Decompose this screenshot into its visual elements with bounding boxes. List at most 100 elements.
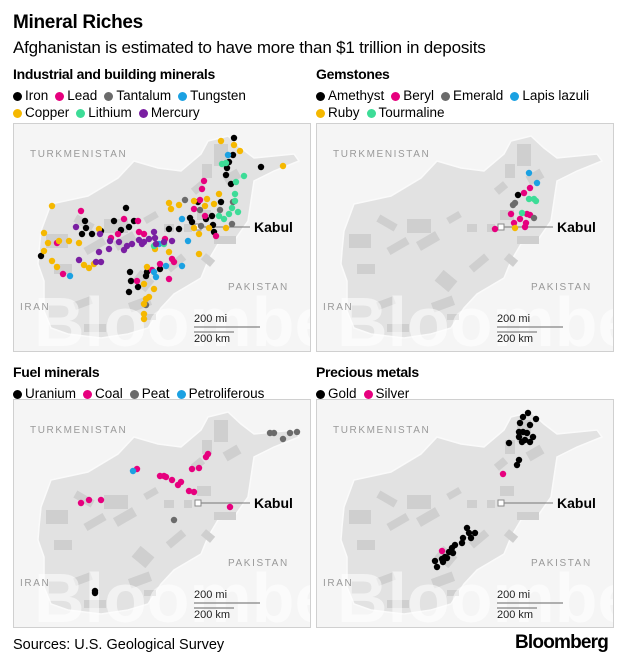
deposit-point-purple [123, 242, 131, 250]
deposit-point-yellow [190, 197, 198, 205]
deposit-point-black [526, 438, 534, 446]
deposit-point-purple [150, 228, 158, 236]
deposit-point-magenta [140, 230, 148, 238]
deposit-point-purple [152, 240, 160, 248]
deposit-point-yellow [48, 202, 56, 210]
deposit-point-green [228, 204, 236, 212]
deposit-point-purple [96, 230, 104, 238]
deposit-point-green [231, 190, 239, 198]
deposit-point-yellow [40, 247, 48, 255]
deposit-point-green [220, 215, 228, 223]
mra-area [376, 296, 396, 310]
legend-item: Tourmaline [366, 104, 445, 121]
deposit-point-blue [129, 467, 137, 475]
mra-area [517, 236, 539, 244]
deposit-point-black [78, 230, 86, 238]
mra-area [202, 164, 212, 178]
mra-area [500, 210, 514, 220]
label-kabul: Kabul [557, 219, 596, 235]
label-turkmenistan: TURKMENISTAN [333, 425, 430, 436]
mra-area [525, 168, 545, 186]
afghanistan-map: Bloomberg TURKMENISTAN PAKISTAN IRAN Kabul 20… [323, 409, 613, 627]
deposit-point-yellow [175, 201, 183, 209]
deposit-point-black [175, 225, 183, 233]
deposit-point-magenta [521, 223, 529, 231]
deposit-point-black [515, 456, 523, 464]
deposit-point-magenta [135, 228, 143, 236]
legend-dot-icon [441, 91, 451, 101]
deposit-point-magenta [212, 232, 220, 240]
legend-item: Silver [363, 385, 409, 402]
deposit-point-blue [66, 272, 74, 280]
deposit-point-black [433, 563, 441, 571]
mra-area [503, 529, 519, 543]
mra-area [430, 571, 456, 589]
deposit-point-black [515, 433, 523, 441]
label-kabul: Kabul [557, 495, 596, 511]
label-pakistan: PAKISTAN [228, 558, 289, 569]
deposit-point-black [529, 433, 537, 441]
deposit-point-black [505, 439, 513, 447]
legend-item: Tantalum [104, 87, 171, 104]
legend-item: Peat [129, 385, 170, 402]
deposit-point-purple [105, 245, 113, 253]
deposit-point-gray [170, 516, 178, 524]
deposit-point-black [230, 134, 238, 142]
deposit-point-yellow [222, 224, 230, 232]
country-outline [340, 135, 604, 339]
deposit-point-blue [184, 237, 192, 245]
mra-area [493, 457, 509, 471]
deposit-point-yellow [205, 224, 213, 232]
mra-area [184, 500, 192, 508]
legend-dot-icon [316, 91, 325, 101]
mra-area [54, 540, 72, 550]
deposit-point-magenta [516, 215, 524, 223]
deposit-point-magenta [188, 465, 196, 473]
mra-area [376, 490, 398, 508]
watermark: Bloomberg [34, 283, 311, 352]
mra-area [214, 236, 236, 244]
deposit-point-blue [178, 215, 186, 223]
deposit-point-blue [162, 262, 170, 270]
deposit-point-magenta [185, 487, 193, 495]
legend-item: Beryl [391, 87, 434, 104]
deposit-point-black [458, 539, 466, 547]
legend-label: Copper [25, 105, 70, 120]
deposit-point-green [240, 172, 248, 180]
deposit-point-black [514, 191, 522, 199]
deposit-point-blue [224, 151, 232, 159]
deposit-point-blue [525, 169, 533, 177]
mra-area [73, 572, 93, 586]
mra-area [131, 545, 155, 569]
legend-dot-icon [13, 91, 22, 101]
deposit-point-yellow [142, 295, 150, 303]
mra-area [73, 296, 93, 310]
label-iran: IRAN [20, 578, 50, 589]
mra-area [84, 600, 106, 608]
deposit-point-magenta [438, 547, 446, 555]
sources-note: Sources: U.S. Geological Survey [13, 637, 225, 653]
deposit-point-green [222, 159, 230, 167]
legend-item: Coal [83, 385, 123, 402]
deposit-point-purple [115, 238, 123, 246]
deposit-point-black [471, 529, 479, 537]
deposit-point-purple [151, 234, 159, 242]
legend-item: Petroliferous [176, 385, 264, 402]
legend-label: Mercury [150, 105, 200, 120]
mra-area [505, 164, 515, 178]
deposit-point-blue [533, 179, 541, 187]
legend-label: Beryl [403, 88, 435, 103]
mra-area [190, 181, 206, 195]
legend-dot-icon [13, 389, 22, 399]
mra-area [222, 168, 242, 186]
deposit-point-green [234, 208, 242, 216]
deposit-point-magenta [195, 464, 203, 472]
mra-area [415, 507, 441, 527]
legend-item: Uranium [13, 385, 76, 402]
afghanistan-map: Bloomberg TURKMENISTAN PAKISTAN IRAN Kabul 20… [20, 411, 310, 627]
label-iran: IRAN [323, 578, 353, 589]
deposit-point-gray [216, 206, 224, 214]
deposit-point-yellow [140, 315, 148, 323]
deposit-point-magenta [114, 230, 122, 238]
deposit-point-purple [145, 235, 153, 243]
